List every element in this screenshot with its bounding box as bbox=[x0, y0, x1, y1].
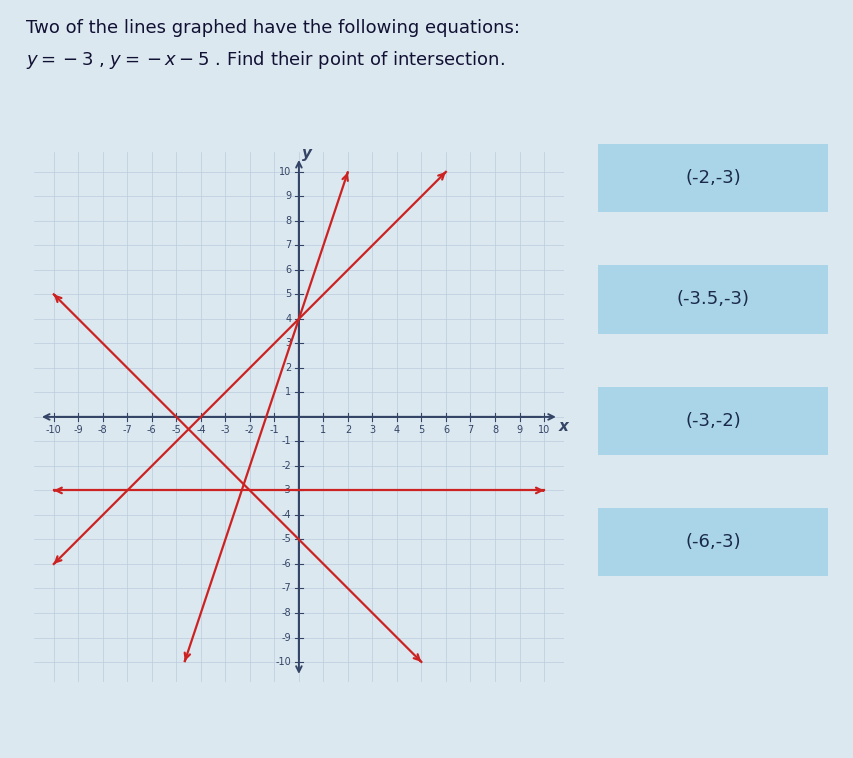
Text: -7: -7 bbox=[122, 425, 132, 436]
Text: (-3,-2): (-3,-2) bbox=[684, 412, 740, 430]
Text: x: x bbox=[558, 419, 568, 434]
Text: (-6,-3): (-6,-3) bbox=[684, 533, 740, 551]
Text: (-3.5,-3): (-3.5,-3) bbox=[676, 290, 749, 309]
Text: 8: 8 bbox=[491, 425, 497, 436]
FancyBboxPatch shape bbox=[590, 265, 834, 334]
Text: -6: -6 bbox=[281, 559, 291, 569]
FancyBboxPatch shape bbox=[590, 387, 834, 455]
Text: 2: 2 bbox=[285, 363, 291, 373]
Text: 4: 4 bbox=[285, 314, 291, 324]
Text: 10: 10 bbox=[279, 167, 291, 177]
Text: -9: -9 bbox=[73, 425, 83, 436]
Text: -1: -1 bbox=[281, 437, 291, 446]
FancyBboxPatch shape bbox=[590, 508, 834, 576]
Text: 10: 10 bbox=[537, 425, 549, 436]
Text: 6: 6 bbox=[285, 265, 291, 275]
Text: 6: 6 bbox=[443, 425, 449, 436]
Text: 7: 7 bbox=[467, 425, 473, 436]
Text: 3: 3 bbox=[285, 338, 291, 349]
Text: (-2,-3): (-2,-3) bbox=[684, 169, 740, 187]
Text: -3: -3 bbox=[220, 425, 230, 436]
Text: -5: -5 bbox=[171, 425, 181, 436]
Text: -2: -2 bbox=[245, 425, 254, 436]
Text: -5: -5 bbox=[281, 534, 291, 544]
Text: 5: 5 bbox=[418, 425, 424, 436]
Text: -10: -10 bbox=[46, 425, 61, 436]
FancyBboxPatch shape bbox=[590, 144, 834, 212]
Text: 4: 4 bbox=[393, 425, 399, 436]
Text: 7: 7 bbox=[285, 240, 291, 250]
Text: y: y bbox=[302, 146, 312, 161]
Text: 8: 8 bbox=[285, 216, 291, 226]
Text: 5: 5 bbox=[285, 290, 291, 299]
Text: -6: -6 bbox=[147, 425, 156, 436]
Text: -1: -1 bbox=[270, 425, 279, 436]
Text: -10: -10 bbox=[276, 657, 291, 667]
Text: -4: -4 bbox=[196, 425, 206, 436]
Text: 1: 1 bbox=[320, 425, 326, 436]
Text: 9: 9 bbox=[516, 425, 522, 436]
Text: 3: 3 bbox=[369, 425, 375, 436]
Text: $y=-3$ , $y=-x-5$ . Find their point of intersection.: $y=-3$ , $y=-x-5$ . Find their point of … bbox=[26, 49, 504, 71]
Text: -9: -9 bbox=[281, 632, 291, 643]
Text: 2: 2 bbox=[345, 425, 351, 436]
Text: -2: -2 bbox=[281, 461, 291, 471]
Text: -8: -8 bbox=[98, 425, 107, 436]
Text: 1: 1 bbox=[285, 387, 291, 397]
Text: 9: 9 bbox=[285, 191, 291, 202]
Text: -8: -8 bbox=[281, 608, 291, 618]
Text: Two of the lines graphed have the following equations:: Two of the lines graphed have the follow… bbox=[26, 19, 519, 37]
Text: -3: -3 bbox=[281, 485, 291, 496]
Text: -7: -7 bbox=[281, 584, 291, 594]
Text: -4: -4 bbox=[281, 510, 291, 520]
